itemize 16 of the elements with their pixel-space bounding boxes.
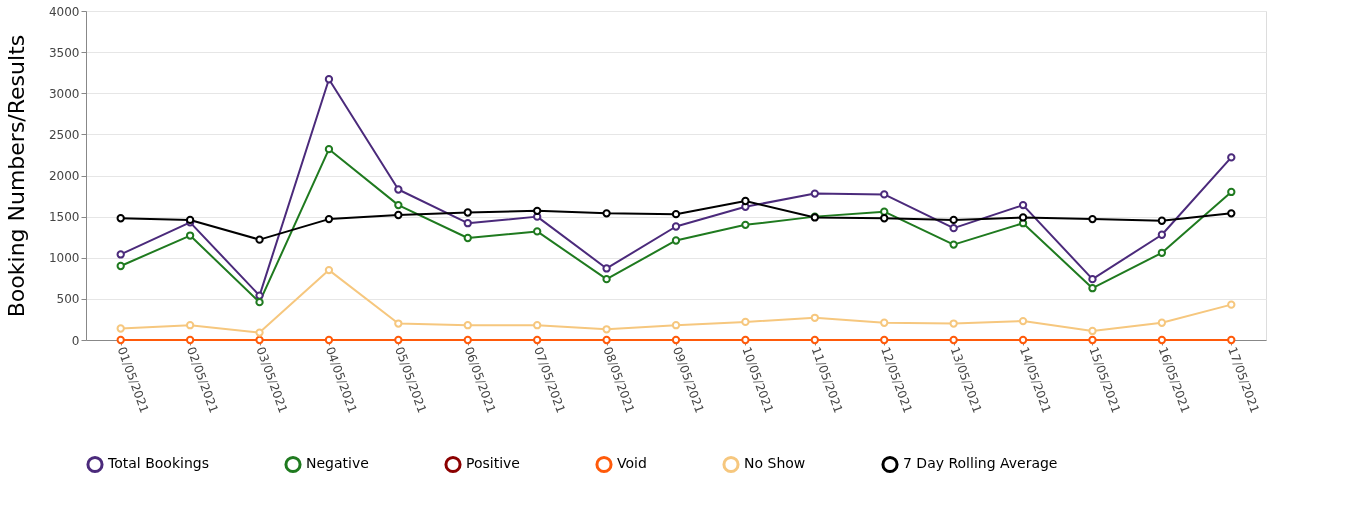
legend-label: Total Bookings — [107, 455, 209, 472]
y-tick-label: 500 — [56, 292, 80, 307]
y-tick-label: 1500 — [48, 210, 80, 225]
y-tick-label: 1000 — [48, 251, 80, 266]
y-tick-label: 4000 — [48, 4, 80, 19]
legend-label: 7 Day Rolling Average — [903, 455, 1058, 472]
y-tick-label: 2000 — [48, 169, 80, 183]
y-axis-title: Booking Numbers/Results — [3, 34, 29, 318]
y-tick-label: 0 — [71, 333, 80, 348]
legend-label: No Show — [744, 455, 806, 472]
legend-label: Negative — [306, 455, 369, 472]
y-tick-label: 3000 — [48, 86, 80, 101]
legend-label: Void — [617, 455, 647, 472]
y-tick-label: 3500 — [48, 45, 80, 60]
y-tick-label: 2500 — [48, 127, 80, 142]
legend-label: Positive — [466, 455, 520, 472]
